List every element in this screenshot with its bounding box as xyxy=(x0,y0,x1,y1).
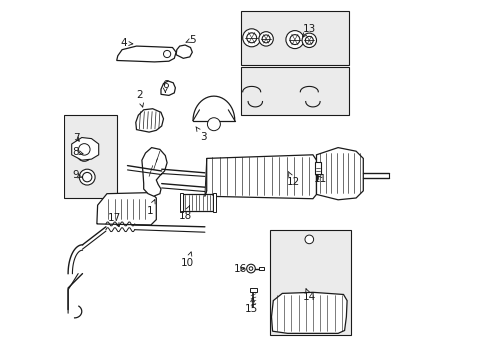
Circle shape xyxy=(207,118,220,131)
Polygon shape xyxy=(97,193,156,225)
Text: 13: 13 xyxy=(302,24,315,37)
Text: 1: 1 xyxy=(146,199,155,216)
Circle shape xyxy=(77,147,91,161)
Bar xyxy=(258,267,264,270)
Circle shape xyxy=(289,35,299,45)
Circle shape xyxy=(262,35,269,43)
Circle shape xyxy=(246,33,256,43)
Bar xyxy=(250,288,256,292)
Polygon shape xyxy=(176,45,192,58)
Bar xyxy=(241,11,348,65)
Polygon shape xyxy=(136,109,163,132)
Bar xyxy=(314,162,321,174)
Bar xyxy=(212,193,216,212)
Text: 18: 18 xyxy=(178,206,191,221)
Text: 17: 17 xyxy=(107,213,121,227)
Circle shape xyxy=(246,264,255,273)
Polygon shape xyxy=(316,148,363,200)
Circle shape xyxy=(81,150,88,158)
Polygon shape xyxy=(161,81,175,95)
Circle shape xyxy=(258,32,273,46)
Text: 8: 8 xyxy=(73,147,83,157)
Bar xyxy=(241,67,348,115)
Text: 4: 4 xyxy=(121,38,133,48)
Polygon shape xyxy=(72,138,99,160)
Circle shape xyxy=(305,36,313,44)
Text: 11: 11 xyxy=(314,174,327,184)
Polygon shape xyxy=(117,46,176,62)
Circle shape xyxy=(79,169,95,185)
Circle shape xyxy=(163,50,170,58)
Polygon shape xyxy=(271,292,346,333)
Text: 3: 3 xyxy=(196,127,206,142)
Polygon shape xyxy=(182,194,212,211)
Polygon shape xyxy=(104,196,151,221)
Text: 2: 2 xyxy=(136,90,143,107)
Text: 5: 5 xyxy=(185,35,195,45)
Text: 10: 10 xyxy=(181,252,194,268)
Circle shape xyxy=(285,31,303,49)
Text: 16: 16 xyxy=(233,264,246,274)
Circle shape xyxy=(82,172,92,182)
Text: 9: 9 xyxy=(73,170,82,180)
Polygon shape xyxy=(142,148,167,196)
Bar xyxy=(269,230,350,335)
Bar xyxy=(179,193,183,212)
Bar xyxy=(64,115,117,198)
Text: 15: 15 xyxy=(244,298,258,314)
Text: 14: 14 xyxy=(302,289,315,302)
Circle shape xyxy=(242,29,260,47)
Circle shape xyxy=(302,33,316,48)
Text: 6: 6 xyxy=(162,80,168,93)
Circle shape xyxy=(305,235,313,244)
Circle shape xyxy=(249,267,252,270)
Circle shape xyxy=(79,144,90,155)
Polygon shape xyxy=(204,155,316,199)
Text: 7: 7 xyxy=(73,132,79,143)
Text: 12: 12 xyxy=(286,171,299,187)
